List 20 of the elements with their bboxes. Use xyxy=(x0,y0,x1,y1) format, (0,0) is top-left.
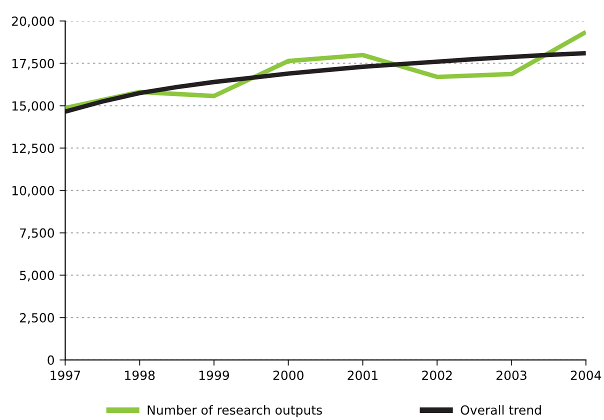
x-tick-label: 2002 xyxy=(422,370,452,380)
x-tick-label: 1998 xyxy=(125,370,155,380)
x-tick-label: 2001 xyxy=(348,370,378,380)
y-tick-label: 0 xyxy=(48,355,54,365)
y-tick-label: 5,000 xyxy=(20,270,54,282)
x-tick-label: 1997 xyxy=(50,370,80,380)
line-series xyxy=(65,50,586,114)
legend-label: Number of research outputs xyxy=(148,405,322,418)
y-tick-label: 7,500 xyxy=(20,228,54,240)
y-tick-label: 2,500 xyxy=(20,313,54,324)
y-tick-label: 17,500 xyxy=(12,58,54,70)
x-tick-label: 2004 xyxy=(570,370,602,380)
x-tick-label: 2003 xyxy=(496,370,526,380)
x-tick-label: 1999 xyxy=(199,370,230,380)
x-tick-label: 2000 xyxy=(273,370,304,380)
y-tick-label: 20,000 xyxy=(12,16,54,28)
y-tick-label: 10,000 xyxy=(12,186,54,197)
y-tick-label: 12,500 xyxy=(12,144,54,154)
y-tick-label: 15,000 xyxy=(12,101,54,112)
legend-label: Overall trend xyxy=(460,405,541,415)
